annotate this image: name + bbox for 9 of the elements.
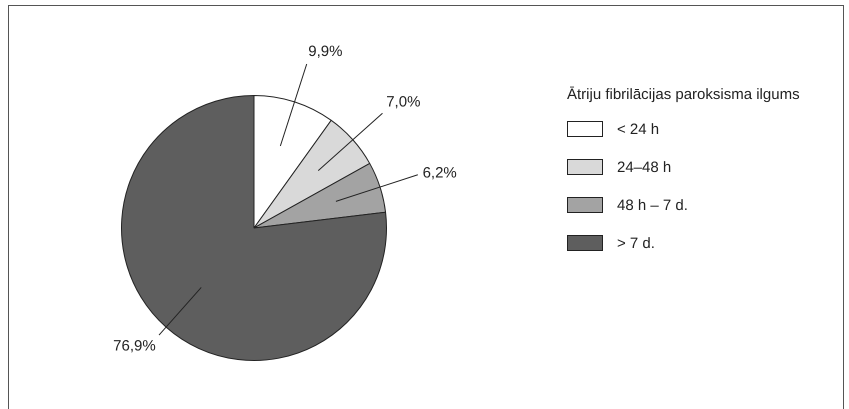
legend-label: < 24 h: [617, 120, 660, 138]
data-label: 7,0%: [386, 94, 420, 111]
legend-label: > 7 d.: [617, 234, 655, 252]
data-label: 76,9%: [113, 337, 156, 354]
data-label: 9,9%: [308, 42, 342, 60]
legend-label: 48 h – 7 d.: [617, 196, 688, 214]
data-label: 6,2%: [422, 164, 457, 182]
legend-title: Ātriju fibrilācijas paroksisma ilgums: [567, 85, 801, 105]
legend-label: 24–48 h: [617, 158, 672, 176]
